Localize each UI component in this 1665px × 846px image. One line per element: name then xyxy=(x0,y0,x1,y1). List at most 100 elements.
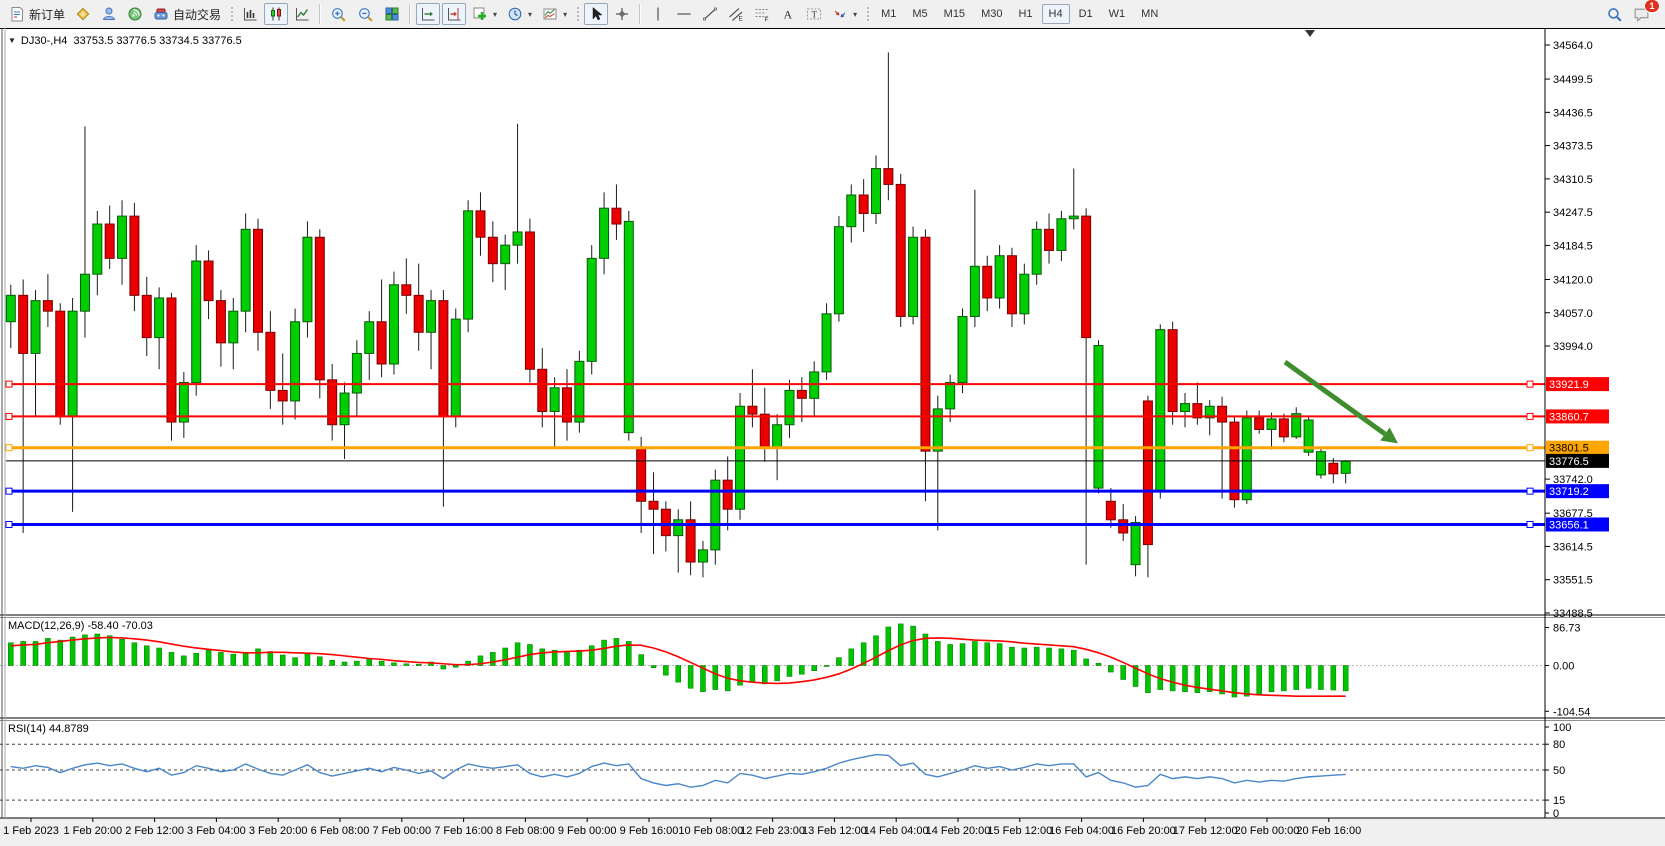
macd-histogram-bar xyxy=(205,649,212,666)
timeframe-button-h1[interactable]: H1 xyxy=(1011,4,1039,24)
text-button[interactable]: A xyxy=(776,3,800,25)
templates-dropdown[interactable]: ▾ xyxy=(538,3,571,25)
candle-bull xyxy=(67,310,78,418)
candle-bear xyxy=(253,228,263,333)
tile-windows-button[interactable] xyxy=(380,3,404,25)
candle-bull xyxy=(623,220,634,434)
line-anchor-marker[interactable] xyxy=(1526,487,1534,495)
line-anchor-marker[interactable] xyxy=(5,380,13,388)
candle-bull xyxy=(512,231,523,246)
zoom-in-button[interactable] xyxy=(326,3,351,25)
timeframe-button-m15[interactable]: M15 xyxy=(937,4,972,24)
macd-histogram-bar xyxy=(477,655,484,666)
time-axis-label: 17 Feb 12:00 xyxy=(1173,825,1238,837)
macd-histogram-bar xyxy=(836,657,842,666)
timeframe-button-w1[interactable]: W1 xyxy=(1102,4,1133,24)
macd-histogram-bar xyxy=(45,638,51,666)
shapes-dropdown[interactable]: ▾ xyxy=(828,3,861,25)
candle-bear xyxy=(524,231,535,370)
profile-button[interactable] xyxy=(97,3,121,25)
macd-histogram-bar xyxy=(378,660,385,666)
candle-bull xyxy=(697,549,708,563)
line-anchor-marker[interactable] xyxy=(5,520,13,528)
line-anchor-marker[interactable] xyxy=(1526,380,1534,388)
timeframe-button-d1[interactable]: D1 xyxy=(1072,4,1100,24)
time-axis-label: 2 Feb 12:00 xyxy=(125,825,184,837)
bar-chart-button[interactable] xyxy=(238,3,262,25)
line-anchor-marker[interactable] xyxy=(5,444,13,452)
macd-histogram-bar xyxy=(354,660,360,666)
timeframe-button-mn[interactable]: MN xyxy=(1134,4,1165,24)
candle-bear xyxy=(42,300,53,312)
cursor-button[interactable] xyxy=(584,3,609,25)
chart-shift-button[interactable] xyxy=(442,3,467,25)
crosshair-button[interactable] xyxy=(610,3,634,25)
macd-histogram-bar xyxy=(304,653,311,666)
price-tick-label: 34499.5 xyxy=(1553,74,1593,86)
annotation-arrow[interactable] xyxy=(1283,359,1387,437)
equidistant-channel-button[interactable]: E xyxy=(724,3,748,25)
trendline-button[interactable] xyxy=(698,3,722,25)
macd-histogram-bar xyxy=(242,652,249,666)
zoom-out-button[interactable] xyxy=(353,3,378,25)
macd-histogram-bar xyxy=(8,642,14,666)
time-axis-label: 20 Feb 16:00 xyxy=(1296,825,1361,837)
macd-histogram-bar xyxy=(1231,665,1238,698)
text-icon: A xyxy=(784,8,793,22)
line-anchor-marker[interactable] xyxy=(1526,412,1534,420)
algo-trading-button[interactable]: 自动交易 xyxy=(149,3,225,25)
timeframe-button-m5[interactable]: M5 xyxy=(905,4,934,24)
timeframe-toolbar: M1 M5 M15 M30 H1 H4 D1 W1 MN xyxy=(873,4,1166,24)
price-tick-label: 33614.5 xyxy=(1553,541,1593,553)
label-button[interactable]: T xyxy=(802,3,826,25)
notification-badge: 1 xyxy=(1644,0,1660,13)
fibonacci-button[interactable]: F xyxy=(750,3,774,25)
periods-dropdown[interactable]: ▾ xyxy=(503,3,536,25)
macd-histogram-bar xyxy=(341,661,348,666)
line-chart-button[interactable] xyxy=(290,3,314,25)
auto-scroll-button[interactable] xyxy=(416,3,441,25)
time-axis-label: 1 Feb 20:00 xyxy=(63,825,122,837)
price-level-badge xyxy=(1546,377,1609,392)
macd-histogram-bar xyxy=(1342,665,1349,692)
candle-bear xyxy=(438,300,449,418)
chart-canvas[interactable]: 34564.0 34499.5 34436.5 34373.5 34310.5 34247… xyxy=(0,28,1665,846)
price-tick-label: 34057.0 xyxy=(1553,308,1593,320)
candle-bull xyxy=(932,408,943,452)
new-order-button[interactable]: 新订单 xyxy=(5,3,69,25)
chart-collapse-icon[interactable]: ▼ xyxy=(8,36,16,45)
timeframe-button-m30[interactable]: M30 xyxy=(974,4,1009,24)
timeframe-button-h4[interactable]: H4 xyxy=(1041,4,1070,24)
macd-histogram-bar xyxy=(1305,665,1312,689)
candle-bull xyxy=(302,236,313,323)
metaeditor-button[interactable] xyxy=(71,3,95,25)
macd-histogram-bar xyxy=(1318,665,1324,690)
indicators-dropdown[interactable]: ▾ xyxy=(468,3,501,25)
vertical-line-button[interactable] xyxy=(646,3,670,25)
toolbar-separator xyxy=(409,4,412,24)
line-anchor-marker[interactable] xyxy=(1526,444,1534,452)
horizontal-line-icon xyxy=(677,13,691,15)
macd-histogram-bar xyxy=(1009,646,1015,666)
candlestick-chart-button[interactable] xyxy=(264,3,289,25)
macd-histogram-bar xyxy=(700,665,706,693)
horizontal-line-button[interactable] xyxy=(672,3,696,25)
timeframe-button-m1[interactable]: M1 xyxy=(874,4,903,24)
search-button[interactable] xyxy=(1602,3,1627,25)
chart-title[interactable]: ▼ DJ30-,H4 33753.5 33776.5 33734.5 33776.… xyxy=(8,35,242,47)
price-tick-label: 34310.5 xyxy=(1553,174,1593,186)
candle-bull xyxy=(290,321,301,402)
line-anchor-marker[interactable] xyxy=(1526,520,1534,528)
line-anchor-marker[interactable] xyxy=(5,487,13,495)
chart-shift-marker[interactable] xyxy=(1305,30,1315,37)
candle-bull xyxy=(1155,329,1166,492)
candle-bear xyxy=(327,379,338,426)
candle-bull xyxy=(1204,405,1215,419)
signals-button[interactable] xyxy=(123,3,147,25)
auto-scroll-icon xyxy=(422,8,435,21)
time-axis-label: 9 Feb 00:00 xyxy=(558,825,617,837)
macd-histogram-bar xyxy=(391,662,397,666)
macd-histogram-bar xyxy=(860,642,867,666)
candle-bull xyxy=(5,294,16,323)
line-anchor-marker[interactable] xyxy=(5,412,13,420)
